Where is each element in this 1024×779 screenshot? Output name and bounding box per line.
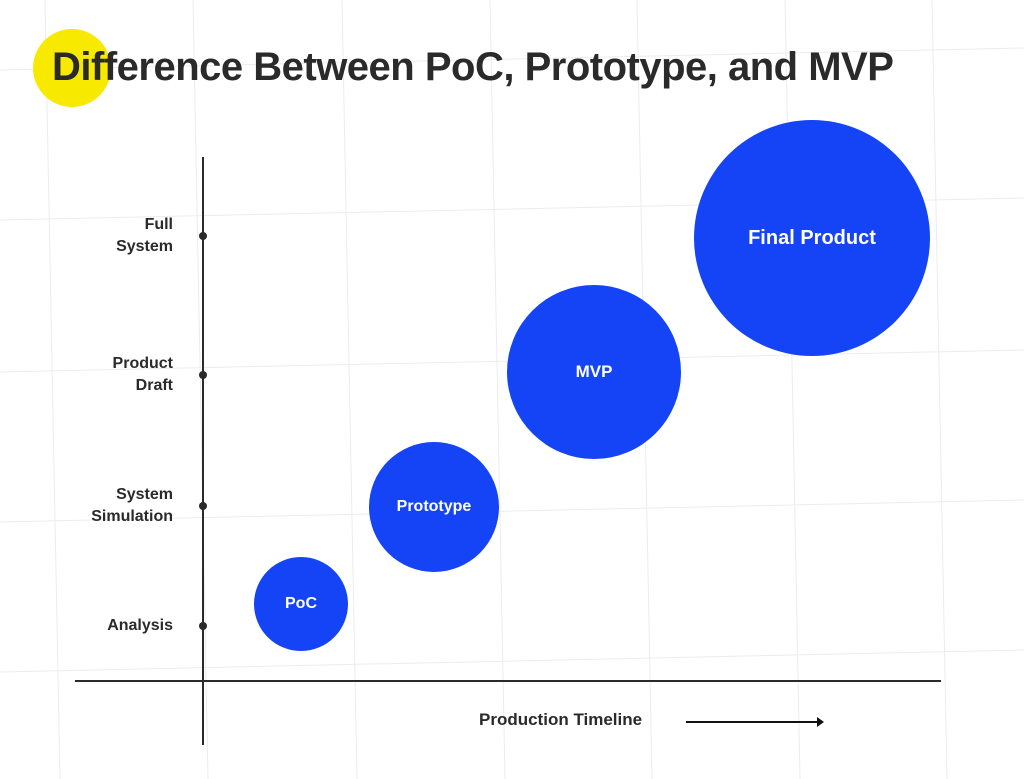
y-tick-label-line: Simulation — [91, 508, 173, 525]
y-tick-dot — [199, 502, 207, 510]
y-tick-dot — [199, 232, 207, 240]
y-tick-label-line: Analysis — [107, 617, 173, 634]
y-tick-dot — [199, 622, 207, 630]
bubble-label: Final Product — [748, 226, 876, 249]
x-axis-label: Production Timeline — [479, 710, 643, 729]
y-tick-label: Full System — [23, 214, 173, 258]
bubble-label: MVP — [575, 362, 613, 381]
grid-line — [192, 0, 209, 779]
bubble-label: PoC — [285, 595, 317, 612]
bubble-label: Prototype — [396, 498, 472, 515]
grid-line — [489, 0, 506, 779]
y-tick-label: Analysis — [23, 615, 173, 637]
grid-line — [0, 649, 1024, 673]
bubble-poc: PoC — [254, 557, 348, 651]
y-tick-label-line: Draft — [135, 377, 173, 394]
arrow-head-icon — [817, 717, 824, 727]
y-tick-dot — [199, 371, 207, 379]
y-tick-label-line: Product — [112, 355, 173, 372]
grid-line — [44, 0, 61, 779]
y-tick-label: Product Draft — [23, 353, 173, 397]
y-tick-label-line: System — [116, 486, 173, 503]
y-tick-label: System Simulation — [23, 484, 173, 528]
y-tick-label-line: Full — [144, 216, 173, 233]
bubble-prototype: Prototype — [369, 442, 499, 572]
grid-line — [341, 0, 358, 779]
grid-line — [931, 0, 948, 779]
grid-line — [0, 47, 1024, 71]
grid-line — [0, 499, 1024, 523]
bubble-final-product: Final Product — [694, 120, 930, 356]
y-tick-label-line: System — [116, 238, 173, 255]
page-title: Difference Between PoC, Prototype, and M… — [52, 45, 894, 89]
bubble-mvp: MVP — [507, 285, 681, 459]
title-highlight-dot — [33, 29, 111, 107]
